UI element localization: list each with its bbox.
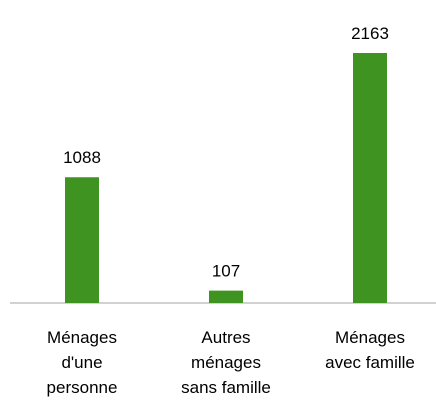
value-label: 1088 xyxy=(63,148,101,167)
bar xyxy=(353,53,387,303)
value-label: 2163 xyxy=(351,24,389,43)
bar xyxy=(209,290,243,303)
x-tick-label: Ménages d'une personne xyxy=(46,328,118,397)
x-tick-label: Autres ménages sans famille xyxy=(181,328,271,397)
x-tick-label: Ménages avec famille xyxy=(325,328,415,372)
bar xyxy=(65,177,99,303)
value-label: 107 xyxy=(212,262,240,281)
